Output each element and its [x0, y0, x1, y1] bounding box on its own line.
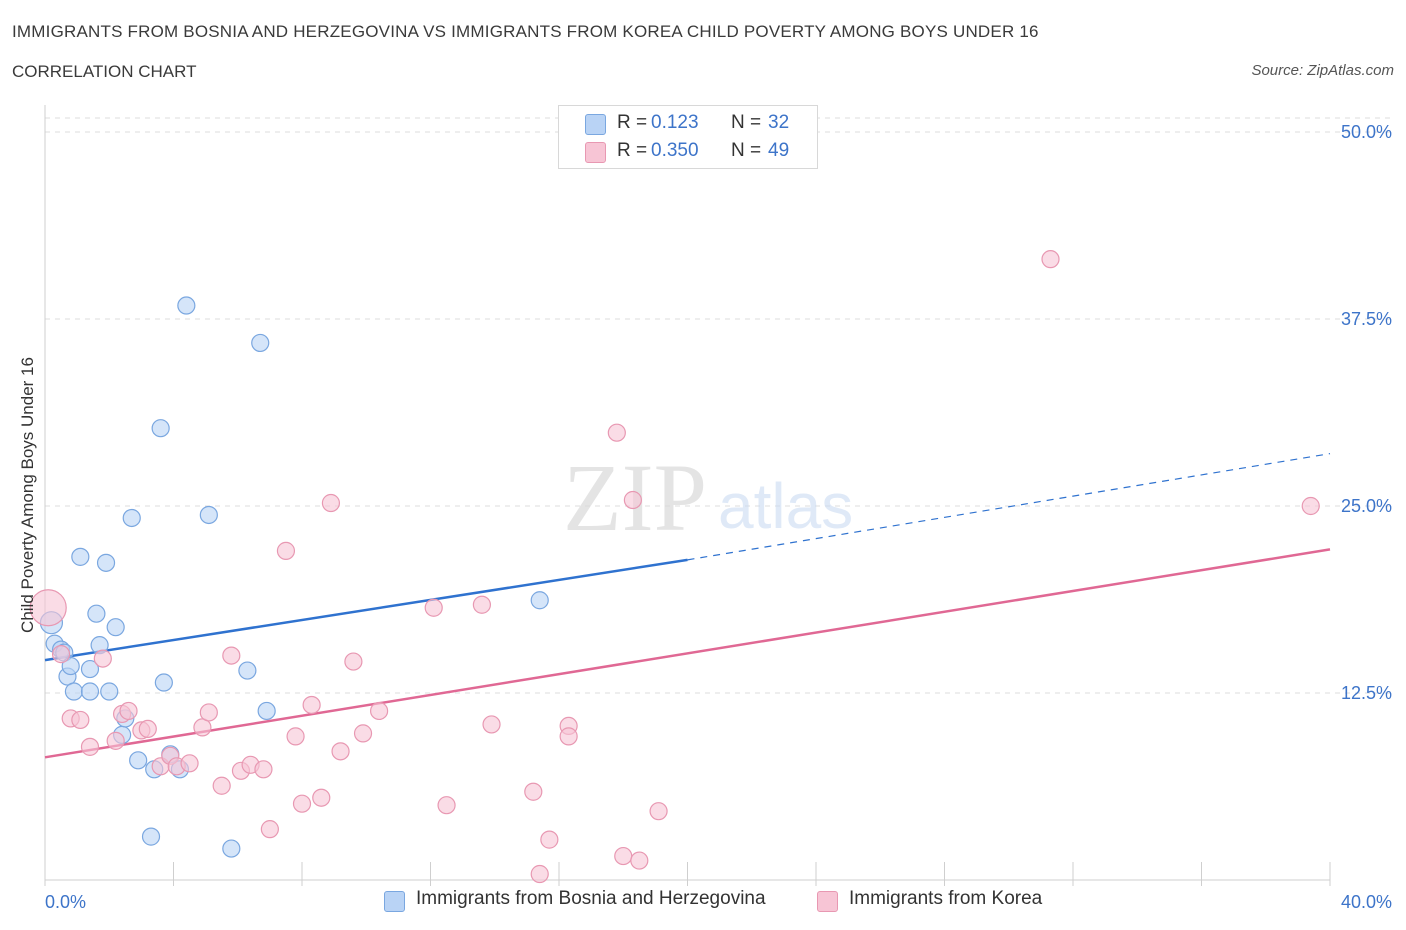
point-korea [614, 846, 633, 866]
point-korea [51, 645, 71, 664]
point-korea [180, 754, 199, 773]
point-bosnia [199, 505, 218, 525]
point-korea [138, 719, 157, 739]
point-korea [260, 820, 279, 839]
bottom-legend-label-bosnia: Immigrants from Bosnia and Herzegovina [416, 888, 766, 909]
point-bosnia [154, 673, 173, 692]
point-korea [1041, 250, 1060, 269]
y-tick-label: 37.5% [1341, 309, 1392, 329]
point-korea [370, 701, 389, 721]
tick-labels: 12.5% 25.0% 37.5% 50.0% 0.0% 40.0% [45, 122, 1392, 912]
point-korea [1301, 496, 1320, 516]
point-korea [29, 589, 67, 627]
point-korea [530, 864, 549, 884]
point-korea [482, 715, 501, 734]
bottom-legend-label-korea: Immigrants from Korea [849, 888, 1043, 909]
legend-swatch-bosnia [585, 114, 606, 135]
point-korea [302, 695, 321, 715]
point-bosnia [177, 296, 196, 315]
point-korea [353, 724, 373, 743]
point-korea [254, 760, 273, 779]
point-korea [540, 830, 559, 849]
point-bosnia [129, 751, 148, 770]
trend-lines [44, 453, 1331, 759]
legend-r-value: 0.123 [651, 112, 699, 133]
point-bosnia [122, 508, 141, 528]
trend-line-bosnia-extension [687, 453, 1331, 561]
point-korea [424, 598, 443, 617]
y-tick-label: 25.0% [1341, 496, 1392, 516]
point-korea [80, 737, 100, 756]
point-korea [321, 493, 341, 513]
watermark-atlas: atlas [718, 470, 853, 542]
legend-r-label: R = [617, 140, 648, 161]
point-bosnia [141, 827, 161, 846]
watermark: ZIP atlas [563, 444, 853, 551]
point-korea [119, 701, 138, 721]
point-korea [106, 731, 125, 750]
legend-n-label: N = [731, 112, 762, 133]
legend-n-label: N = [731, 140, 762, 161]
point-bosnia [530, 591, 549, 610]
point-korea [649, 802, 668, 821]
stats-legend: R = 0.123 N = 32 R = 0.350 N = 49 [558, 105, 818, 169]
point-korea [212, 776, 231, 795]
point-korea [292, 794, 312, 813]
point-bosnia [100, 682, 119, 701]
point-bosnia [106, 618, 125, 637]
point-bosnia [61, 656, 80, 676]
y-tick-label: 12.5% [1341, 683, 1392, 703]
point-korea [286, 727, 305, 746]
legend-r-label: R = [617, 112, 648, 133]
legend-n-value: 49 [768, 140, 790, 161]
point-korea [630, 851, 649, 870]
gridlines [45, 117, 1392, 694]
point-korea [344, 652, 363, 671]
chart-subtitle: CORRELATION CHART [12, 62, 197, 81]
point-bosnia [257, 701, 276, 721]
bottom-legend-swatch-korea [817, 891, 838, 912]
y-tick-label: 50.0% [1341, 122, 1392, 142]
point-korea [312, 788, 331, 807]
point-bosnia [151, 419, 170, 438]
point-korea [331, 742, 350, 761]
source-credit: Source: ZipAtlas.com [1251, 62, 1394, 79]
y-axis-label: Child Poverty Among Boys Under 16 [18, 357, 37, 633]
chart-title: IMMIGRANTS FROM BOSNIA AND HERZEGOVINA V… [12, 22, 1039, 41]
point-korea [93, 649, 112, 668]
point-bosnia [238, 661, 257, 680]
point-bosnia [251, 333, 270, 353]
point-korea [222, 646, 241, 665]
point-bosnia [64, 682, 84, 701]
x-tick-label-max: 40.0% [1341, 892, 1392, 912]
axes [44, 105, 1331, 886]
point-korea [607, 423, 626, 442]
trend-line-korea [44, 548, 1331, 759]
point-korea [524, 782, 543, 801]
point-korea [559, 727, 578, 746]
x-tick-label-min: 0.0% [45, 892, 86, 912]
point-bosnia [87, 604, 106, 623]
point-bosnia [222, 839, 241, 858]
data-points [29, 250, 1320, 884]
point-bosnia [80, 682, 100, 701]
trend-line-bosnia [44, 558, 688, 662]
point-korea [623, 490, 642, 510]
legend-swatch-korea [585, 142, 606, 163]
point-korea [71, 710, 90, 730]
point-bosnia [80, 659, 100, 679]
point-korea [193, 718, 212, 737]
point-bosnia [96, 553, 116, 572]
point-korea [199, 703, 218, 722]
point-korea [437, 796, 456, 815]
point-korea [276, 541, 296, 560]
legend-r-value: 0.350 [651, 140, 699, 161]
point-korea [472, 595, 491, 614]
legend-n-value: 32 [768, 112, 790, 133]
point-bosnia [71, 547, 90, 566]
bottom-legend-swatch-bosnia [384, 891, 405, 912]
